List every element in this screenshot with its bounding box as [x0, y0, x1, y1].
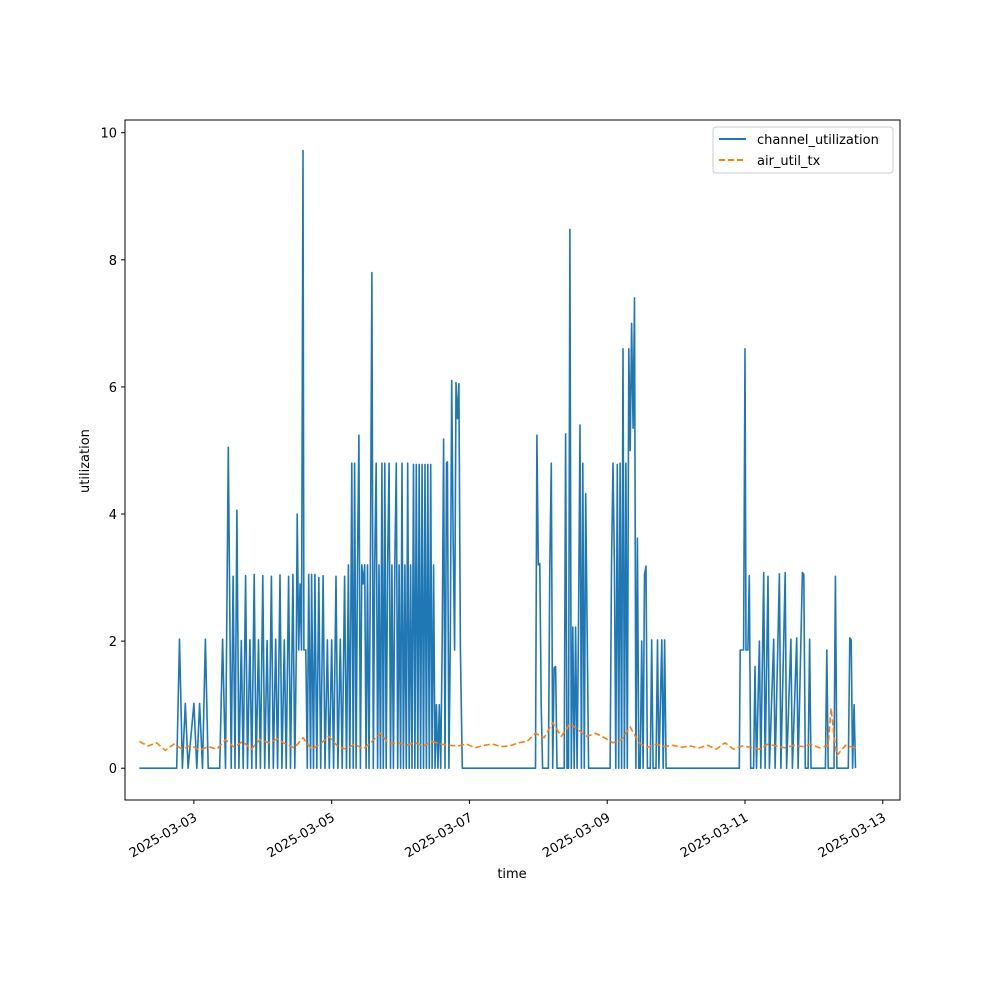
y-tick-label: 2: [109, 635, 117, 650]
legend-label-air-util-tx: air_util_tx: [757, 154, 821, 169]
y-tick-label: 6: [109, 381, 117, 396]
plot-frame: [124, 119, 901, 801]
legend-label-channel-utilization: channel_utilization: [757, 133, 879, 148]
y-axis-label: utilization: [78, 429, 93, 493]
series-layer: [139, 149, 857, 769]
legend: channel_utilization air_util_tx: [712, 126, 894, 174]
series-line-air-util-tx: [139, 707, 856, 757]
y-tick-label: 4: [109, 508, 117, 523]
x-axis-label: time: [497, 867, 526, 882]
series-line-channel-utilization: [139, 149, 857, 769]
y-axis-ticks: 0 2 4 6 8 10: [100, 127, 125, 777]
y-tick-label: 10: [100, 127, 117, 142]
legend-frame: [712, 126, 894, 174]
y-tick-label: 0: [109, 762, 117, 777]
y-tick-label: 8: [109, 254, 117, 269]
